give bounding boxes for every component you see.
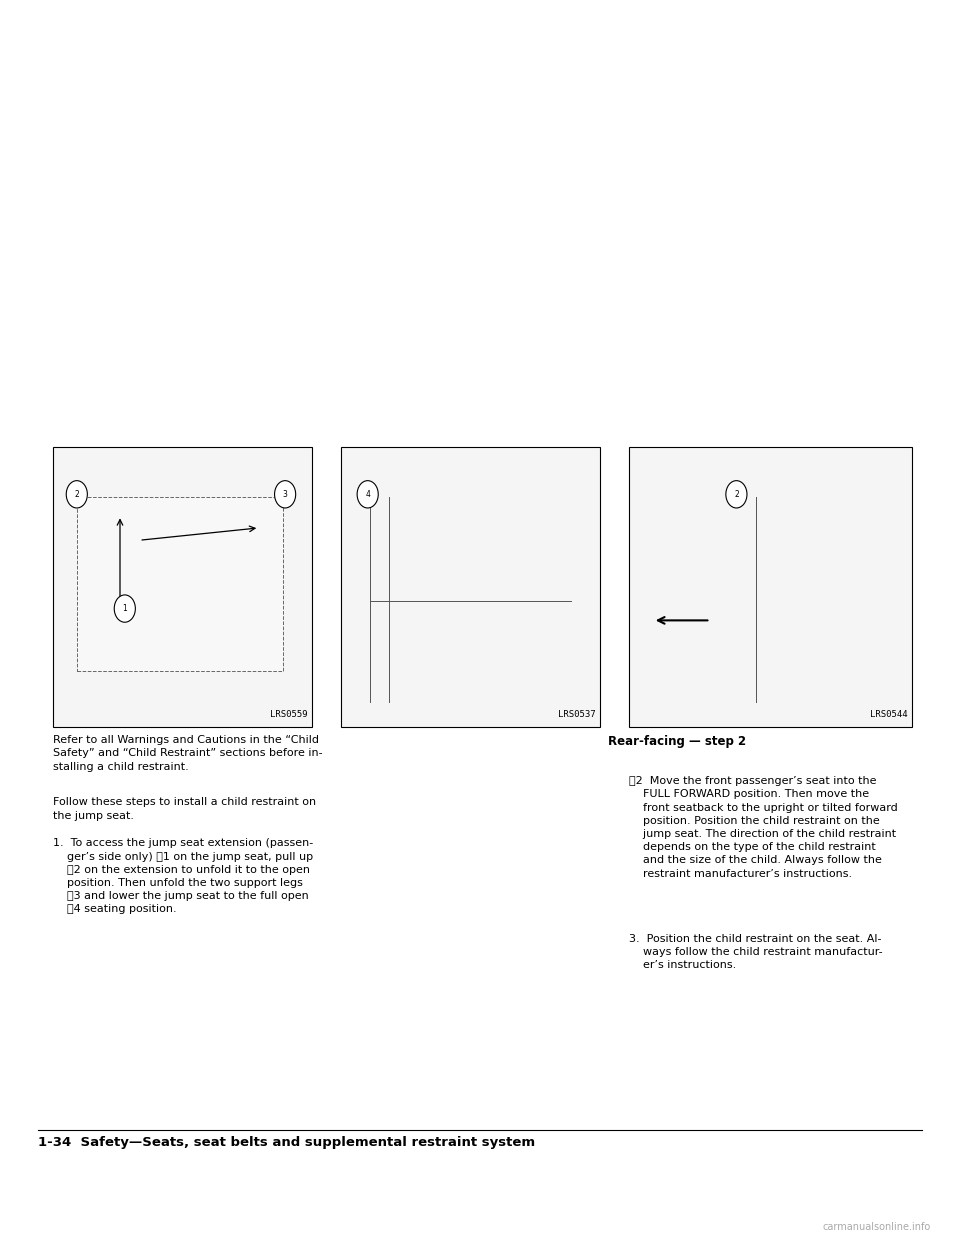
Text: 3.  Position the child restraint on the seat. Al-
    ways follow the child rest: 3. Position the child restraint on the s… <box>629 934 882 970</box>
Text: Rear-facing — step 2: Rear-facing — step 2 <box>608 735 746 748</box>
Text: ␱2  Move the front passenger’s seat into the
    FULL FORWARD position. Then mov: ␱2 Move the front passenger’s seat into … <box>629 776 898 878</box>
Text: LRS0544: LRS0544 <box>870 710 907 719</box>
Bar <box>629 447 912 727</box>
Text: 2: 2 <box>75 489 79 499</box>
Text: Refer to all Warnings and Cautions in the “Child
Safety” and “Child Restraint” s: Refer to all Warnings and Cautions in th… <box>53 735 323 771</box>
Bar <box>53 447 312 727</box>
Circle shape <box>275 481 296 508</box>
Text: Follow these steps to install a child restraint on
the jump seat.: Follow these steps to install a child re… <box>53 797 316 821</box>
Text: 4: 4 <box>365 489 371 499</box>
Text: 1-34  Safety—Seats, seat belts and supplemental restraint system: 1-34 Safety—Seats, seat belts and supple… <box>38 1136 536 1149</box>
Circle shape <box>726 481 747 508</box>
Text: LRS0537: LRS0537 <box>558 710 595 719</box>
Bar <box>77 497 283 671</box>
Text: 1: 1 <box>123 604 127 614</box>
Text: carmanualsonline.info: carmanualsonline.info <box>823 1222 931 1232</box>
Circle shape <box>357 481 378 508</box>
Text: 3: 3 <box>282 489 288 499</box>
Text: 1.  To access the jump seat extension (passen-
    ger’s side only) ␱1 on the ju: 1. To access the jump seat extension (pa… <box>53 838 313 914</box>
Text: 2: 2 <box>734 489 739 499</box>
Bar <box>341 447 600 727</box>
Circle shape <box>114 595 135 622</box>
Text: LRS0559: LRS0559 <box>270 710 307 719</box>
Circle shape <box>66 481 87 508</box>
